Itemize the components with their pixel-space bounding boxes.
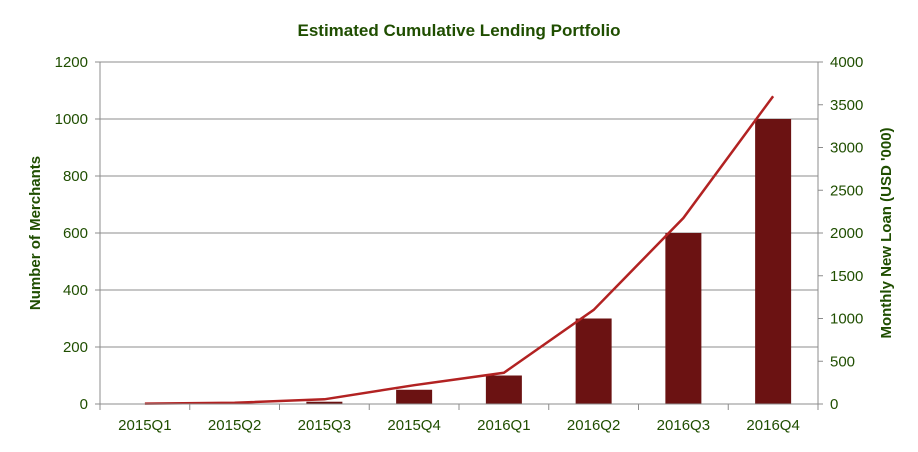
chart-title: Estimated Cumulative Lending Portfolio xyxy=(297,21,620,40)
y-tick-label: 400 xyxy=(63,282,88,299)
y-tick-label: 800 xyxy=(63,168,88,185)
y2-axis-label: Monthly New Loan (USD '000) xyxy=(878,127,895,338)
y2-tick-label: 3000 xyxy=(830,140,863,157)
y-tick-label: 600 xyxy=(63,225,88,242)
x-tick-label: 2016Q4 xyxy=(746,417,799,434)
y-tick-label: 200 xyxy=(63,339,88,356)
y2-tick-label: 0 xyxy=(830,396,838,413)
x-tick-label: 2015Q2 xyxy=(208,417,261,434)
x-tick-label: 2015Q3 xyxy=(298,417,351,434)
bar xyxy=(665,233,702,404)
bar xyxy=(306,401,343,404)
x-tick-label: 2016Q3 xyxy=(657,417,710,434)
bar xyxy=(575,318,612,404)
y2-tick-label: 1000 xyxy=(830,311,863,328)
x-tick-label: 2015Q1 xyxy=(118,417,171,434)
x-tick-label: 2016Q2 xyxy=(567,417,620,434)
y2-tick-label: 500 xyxy=(830,353,855,370)
bar xyxy=(485,375,522,404)
y2-tick-label: 2000 xyxy=(830,225,863,242)
line-series xyxy=(144,95,775,405)
x-tick-label: 2016Q1 xyxy=(477,417,530,434)
y2-tick-label: 2500 xyxy=(830,182,863,199)
bar xyxy=(396,389,433,404)
y-tick-label: 1000 xyxy=(55,111,88,128)
y2-tick-label: 3500 xyxy=(830,97,863,114)
y-tick-label: 1200 xyxy=(55,54,88,71)
x-tick-label: 2015Q4 xyxy=(387,417,440,434)
y-axis-label: Number of Merchants xyxy=(27,156,44,310)
bar xyxy=(755,119,792,404)
y2-tick-label: 1500 xyxy=(830,268,863,285)
y2-tick-label: 4000 xyxy=(830,54,863,71)
y-tick-label: 0 xyxy=(80,396,88,413)
